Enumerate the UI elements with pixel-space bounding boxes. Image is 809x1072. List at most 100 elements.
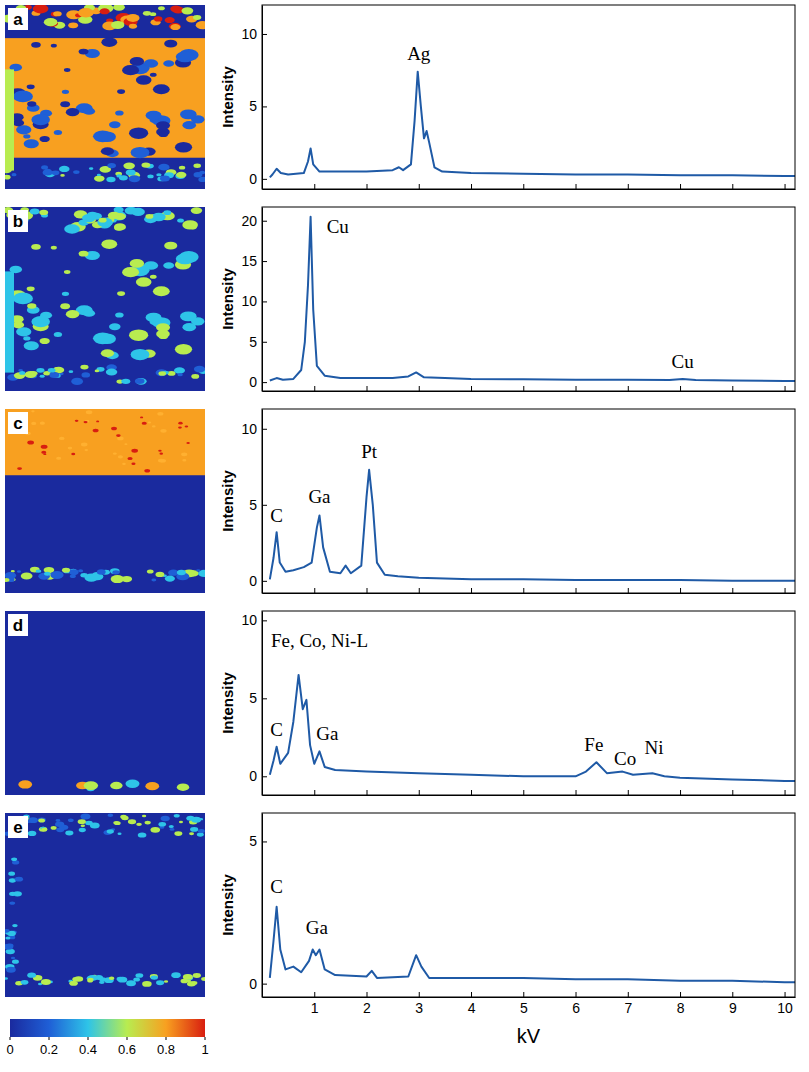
map-speck bbox=[78, 8, 94, 17]
panel-letter-box bbox=[8, 816, 28, 838]
element-map bbox=[5, 207, 205, 391]
y-tick-mark bbox=[262, 301, 267, 302]
x-tick bbox=[367, 184, 368, 189]
colorbar-tick-label: 0.6 bbox=[118, 1042, 136, 1057]
map-speck bbox=[143, 11, 151, 16]
x-tick-mark bbox=[732, 184, 733, 189]
x-tick bbox=[785, 184, 786, 189]
map-speck bbox=[21, 572, 33, 579]
x-tick bbox=[471, 386, 472, 391]
map-speck bbox=[165, 576, 175, 582]
map-blob bbox=[136, 277, 152, 286]
map-speck bbox=[100, 8, 110, 14]
map-speck bbox=[187, 981, 196, 986]
map-blob bbox=[101, 349, 114, 357]
panel: b05101520CuCuIntensity bbox=[3, 207, 796, 392]
x-tick-mark bbox=[785, 386, 786, 391]
x-tick-label: 8 bbox=[677, 1000, 685, 1016]
x-tick-mark bbox=[523, 184, 524, 189]
map-speck bbox=[118, 455, 123, 458]
map-speck bbox=[28, 831, 37, 836]
y-tick-mark bbox=[262, 342, 267, 343]
map-speck bbox=[64, 224, 80, 233]
map-blob bbox=[146, 313, 162, 323]
x-tick-mark bbox=[680, 992, 681, 997]
map-blob bbox=[83, 108, 95, 115]
x-tick bbox=[419, 790, 420, 795]
map-speck bbox=[11, 173, 16, 176]
map-speck bbox=[38, 573, 50, 580]
map-blob bbox=[99, 333, 116, 343]
map-speck bbox=[39, 210, 48, 215]
peak-label: Ga bbox=[308, 486, 331, 507]
x-tick: 9 bbox=[729, 992, 737, 1016]
peak-label: Fe bbox=[584, 734, 603, 755]
map-speck bbox=[156, 572, 165, 577]
element-map bbox=[5, 813, 205, 997]
map-speck bbox=[9, 901, 15, 904]
y-tick-label: 10 bbox=[241, 293, 257, 309]
map-blob bbox=[101, 147, 114, 155]
x-tick-mark bbox=[732, 790, 733, 795]
plot-background bbox=[262, 207, 795, 391]
x-tick-mark bbox=[314, 184, 315, 189]
x-tick-mark bbox=[471, 184, 472, 189]
map-blob bbox=[13, 90, 33, 102]
plot-background bbox=[262, 611, 795, 795]
map-speck bbox=[5, 166, 12, 173]
map-speck bbox=[40, 375, 45, 378]
y-tick: 0 bbox=[249, 171, 267, 187]
x-tick bbox=[732, 386, 733, 391]
x-tick-mark bbox=[419, 790, 420, 795]
colorbar-tick bbox=[205, 1037, 206, 1040]
map-blob bbox=[24, 341, 39, 350]
y-tick: 0 bbox=[249, 768, 267, 784]
map-speck bbox=[116, 174, 121, 177]
panel: c0510CGaPtIntensity bbox=[3, 409, 796, 594]
y-tick-label: 5 bbox=[249, 334, 257, 350]
x-tick-mark bbox=[785, 184, 786, 189]
map-speck bbox=[111, 21, 124, 29]
panel-letter-box bbox=[8, 8, 28, 30]
map-speck bbox=[177, 784, 189, 791]
map-blob bbox=[79, 251, 89, 257]
x-tick: 4 bbox=[468, 992, 476, 1016]
map-blob bbox=[99, 131, 116, 141]
map-blob bbox=[176, 253, 194, 264]
y-axis-title: Intensity bbox=[219, 470, 236, 532]
map-speck bbox=[124, 443, 127, 445]
x-tick bbox=[732, 790, 733, 795]
y-tick: 10 bbox=[241, 421, 267, 437]
x-tick-label: 6 bbox=[572, 1000, 580, 1016]
map-speck bbox=[17, 467, 22, 470]
peak-label: C bbox=[270, 505, 283, 526]
map-blob bbox=[176, 51, 194, 62]
y-tick-mark bbox=[262, 179, 267, 180]
map-blob bbox=[60, 303, 70, 309]
map-speck bbox=[94, 175, 104, 181]
map-speck bbox=[38, 818, 46, 823]
x-tick bbox=[680, 184, 681, 189]
y-tick-label: 10 bbox=[241, 421, 257, 437]
map-speck bbox=[190, 827, 198, 832]
y-tick-label: 10 bbox=[241, 612, 257, 628]
map-speck bbox=[41, 165, 48, 169]
map-speck bbox=[169, 825, 174, 828]
x-tick-mark bbox=[419, 386, 420, 391]
map-speck bbox=[198, 570, 205, 577]
y-tick: 0 bbox=[249, 374, 267, 390]
map-speck bbox=[189, 832, 194, 835]
x-tick-mark bbox=[367, 386, 368, 391]
map-blob bbox=[79, 49, 89, 55]
y-tick-mark bbox=[262, 698, 267, 699]
y-tick-mark bbox=[262, 34, 267, 35]
x-tick-mark bbox=[471, 992, 472, 997]
map-speck bbox=[68, 819, 74, 822]
map-blob bbox=[40, 136, 50, 142]
map-speck bbox=[145, 214, 153, 219]
x-tick bbox=[680, 790, 681, 795]
map-blob bbox=[182, 323, 196, 331]
y-tick: 20 bbox=[241, 213, 267, 229]
colorbar-bar bbox=[10, 1019, 205, 1037]
colorbar-tick-label: 1 bbox=[201, 1042, 208, 1057]
